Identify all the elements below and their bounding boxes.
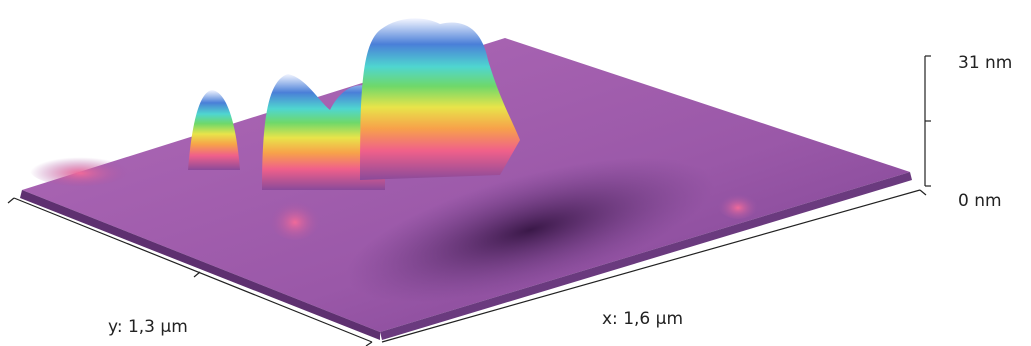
- z-min-label: 0 nm: [958, 191, 1002, 211]
- axes: [7, 55, 931, 346]
- peaks: [188, 18, 520, 190]
- surface: [20, 38, 912, 340]
- z-max-label: 31 nm: [958, 53, 1012, 73]
- y-axis-label: y: 1,3 µm: [108, 317, 188, 337]
- x-axis-label: x: 1,6 µm: [602, 309, 683, 329]
